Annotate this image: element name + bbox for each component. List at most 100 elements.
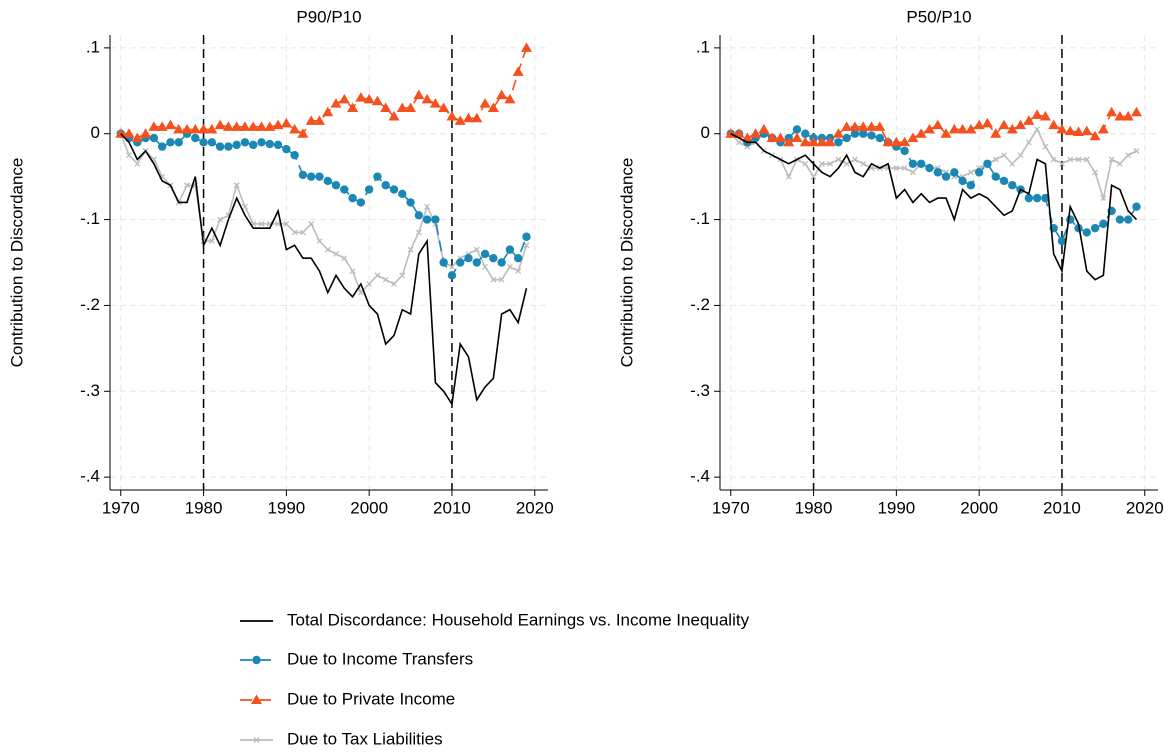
marker bbox=[371, 95, 383, 106]
marker bbox=[974, 168, 984, 177]
marker bbox=[1081, 125, 1093, 136]
series-line bbox=[120, 132, 528, 277]
x-tick-label: 1980 bbox=[185, 498, 223, 517]
marker bbox=[239, 121, 251, 131]
legend-label: Due to Tax Liabilities bbox=[287, 729, 443, 748]
marker bbox=[808, 136, 820, 147]
marker bbox=[1090, 223, 1100, 233]
marker bbox=[308, 220, 315, 227]
marker bbox=[240, 138, 250, 147]
marker bbox=[496, 89, 508, 100]
marker bbox=[958, 176, 967, 186]
marker bbox=[1132, 202, 1141, 211]
marker bbox=[348, 193, 357, 203]
marker bbox=[774, 132, 786, 143]
marker bbox=[523, 242, 530, 249]
marker bbox=[810, 173, 817, 180]
marker bbox=[816, 136, 828, 147]
marker bbox=[1050, 156, 1057, 163]
marker bbox=[908, 159, 918, 168]
marker bbox=[841, 121, 853, 131]
marker bbox=[374, 272, 381, 279]
marker bbox=[134, 160, 141, 167]
marker bbox=[438, 102, 450, 112]
marker bbox=[758, 123, 770, 134]
marker bbox=[990, 128, 1002, 138]
marker bbox=[850, 129, 860, 138]
y-tick-label: -.4 bbox=[690, 467, 710, 486]
x-tick-label: 2020 bbox=[516, 498, 554, 517]
marker bbox=[429, 98, 441, 108]
chart-title: P50/P10 bbox=[906, 7, 971, 26]
marker bbox=[513, 254, 523, 263]
marker bbox=[487, 102, 499, 112]
marker bbox=[224, 142, 233, 151]
marker bbox=[231, 121, 243, 131]
marker bbox=[356, 198, 366, 207]
x-tick-label: 1990 bbox=[877, 498, 915, 517]
marker bbox=[247, 121, 259, 131]
marker bbox=[843, 160, 850, 167]
marker bbox=[349, 268, 356, 275]
marker bbox=[115, 128, 127, 138]
marker bbox=[1034, 126, 1041, 133]
marker bbox=[520, 42, 532, 52]
marker bbox=[1001, 152, 1007, 159]
marker bbox=[505, 245, 515, 254]
marker bbox=[480, 249, 490, 259]
marker bbox=[999, 176, 1009, 186]
marker bbox=[1057, 236, 1067, 246]
marker bbox=[189, 123, 201, 134]
marker bbox=[184, 182, 190, 189]
y-tick-label: 0 bbox=[701, 123, 710, 142]
marker bbox=[157, 142, 167, 151]
marker bbox=[827, 160, 834, 167]
y-tick-label: -.1 bbox=[80, 209, 100, 228]
marker bbox=[156, 121, 168, 131]
marker bbox=[1122, 111, 1134, 121]
chart-title: P90/P10 bbox=[296, 7, 361, 26]
marker bbox=[289, 123, 301, 134]
x-tick-label: 1970 bbox=[712, 498, 750, 517]
marker bbox=[791, 132, 803, 143]
x-tick-label: 1970 bbox=[102, 498, 140, 517]
marker bbox=[901, 165, 908, 172]
marker bbox=[940, 128, 952, 138]
marker bbox=[222, 121, 234, 131]
marker bbox=[251, 694, 262, 704]
marker bbox=[232, 140, 241, 150]
marker bbox=[463, 112, 475, 123]
marker bbox=[479, 98, 491, 108]
marker bbox=[992, 156, 999, 163]
marker bbox=[1056, 123, 1068, 134]
marker bbox=[242, 203, 248, 210]
marker bbox=[497, 258, 506, 267]
marker bbox=[736, 139, 743, 146]
marker bbox=[364, 185, 374, 194]
marker bbox=[214, 119, 226, 130]
y-tick-label: -.2 bbox=[80, 295, 100, 314]
marker bbox=[273, 140, 283, 150]
marker bbox=[207, 138, 217, 147]
marker bbox=[126, 152, 133, 159]
marker bbox=[439, 258, 448, 267]
marker bbox=[396, 102, 408, 112]
marker bbox=[291, 229, 298, 236]
y-tick-label: 0 bbox=[91, 123, 100, 142]
marker bbox=[299, 229, 306, 236]
y-tick-label: -.4 bbox=[80, 467, 100, 486]
marker bbox=[998, 119, 1010, 130]
marker bbox=[925, 163, 934, 173]
marker bbox=[983, 159, 992, 168]
marker bbox=[733, 128, 745, 138]
marker bbox=[893, 165, 900, 172]
marker bbox=[272, 119, 284, 130]
marker bbox=[842, 133, 851, 143]
marker bbox=[1075, 156, 1082, 163]
marker bbox=[1042, 143, 1049, 150]
marker bbox=[1133, 147, 1140, 154]
marker bbox=[283, 220, 290, 227]
marker bbox=[249, 140, 258, 150]
marker bbox=[1066, 215, 1075, 224]
marker bbox=[783, 136, 795, 147]
